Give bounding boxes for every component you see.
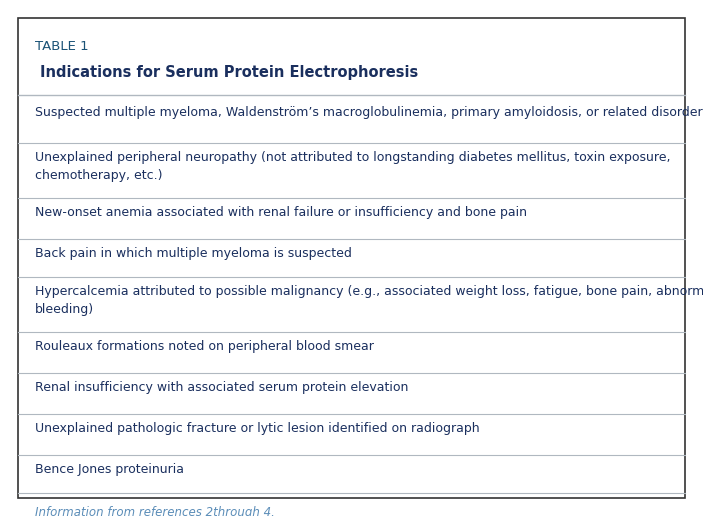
Text: Unexplained pathologic fracture or lytic lesion identified on radiograph: Unexplained pathologic fracture or lytic… [35, 422, 479, 435]
Text: Back pain in which multiple myeloma is suspected: Back pain in which multiple myeloma is s… [35, 247, 352, 260]
Text: Bence Jones proteinuria: Bence Jones proteinuria [35, 463, 184, 476]
Text: Renal insufficiency with associated serum protein elevation: Renal insufficiency with associated seru… [35, 381, 408, 394]
Text: Rouleaux formations noted on peripheral blood smear: Rouleaux formations noted on peripheral … [35, 340, 374, 353]
Text: New-onset anemia associated with renal failure or insufficiency and bone pain: New-onset anemia associated with renal f… [35, 206, 527, 219]
Text: Unexplained peripheral neuropathy (not attributed to longstanding diabetes melli: Unexplained peripheral neuropathy (not a… [35, 151, 671, 182]
Text: Information from references 2through 4.: Information from references 2through 4. [35, 506, 275, 516]
Text: Hypercalcemia attributed to possible malignancy (e.g., associated weight loss, f: Hypercalcemia attributed to possible mal… [35, 285, 703, 316]
Text: Indications for Serum Protein Electrophoresis: Indications for Serum Protein Electropho… [40, 65, 418, 80]
Text: Suspected multiple myeloma, Waldenström’s macroglobulinemia, primary amyloidosis: Suspected multiple myeloma, Waldenström’… [35, 106, 702, 119]
Text: TABLE 1: TABLE 1 [35, 40, 89, 53]
